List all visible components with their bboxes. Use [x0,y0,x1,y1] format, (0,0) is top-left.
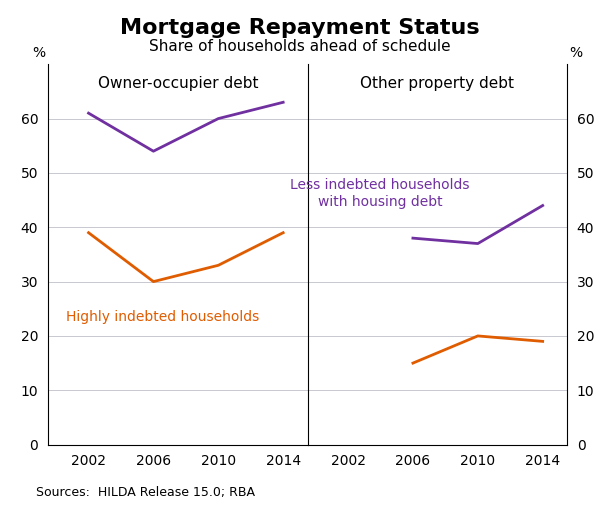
Text: Sources:  HILDA Release 15.0; RBA: Sources: HILDA Release 15.0; RBA [36,486,255,499]
Text: Owner-occupier debt: Owner-occupier debt [97,76,258,90]
Text: Share of households ahead of schedule: Share of households ahead of schedule [149,39,451,53]
Text: Less indebted households
with housing debt: Less indebted households with housing de… [290,178,470,209]
Text: Mortgage Repayment Status: Mortgage Repayment Status [120,18,480,38]
Text: %: % [569,46,583,61]
Text: Other property debt: Other property debt [360,76,514,90]
Text: Highly indebted households: Highly indebted households [66,310,259,324]
Text: %: % [32,46,46,61]
